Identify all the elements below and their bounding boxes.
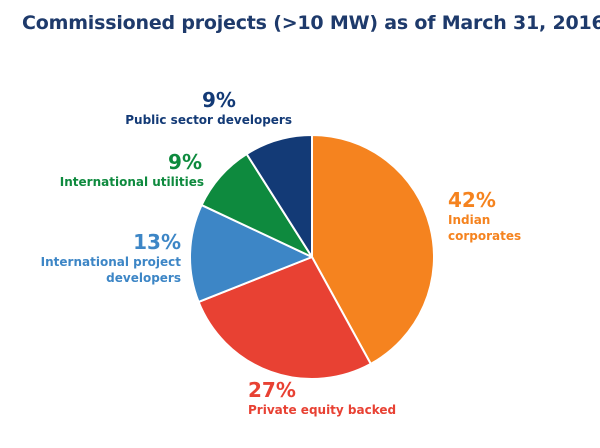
label-private-equity-backed: 27% Private equity backed <box>248 378 448 418</box>
label-international-utilities: 9% International utilities <box>40 150 204 190</box>
label-international-project-developers: 13% International project developers <box>20 230 181 286</box>
pie-slice-private-equity-backed <box>197 256 372 380</box>
pie-slice-public-sector-developers <box>245 134 313 258</box>
indian-corporates-percent: 42% <box>448 188 496 212</box>
label-indian-corporates: 42% Indian corporates <box>448 188 568 244</box>
private-equity-name: Private equity backed <box>248 403 397 417</box>
international-utilities-name: International utilities <box>59 175 204 189</box>
chart-title: Commissioned projects (>10 MW) as of Mar… <box>22 12 600 34</box>
private-equity-percent: 27% <box>248 378 296 402</box>
label-public-sector-developers: 9% Public sector developers <box>112 88 292 128</box>
pie-slice-international-project-developers <box>189 204 313 303</box>
international-project-developers-percent: 13% <box>133 230 181 254</box>
public-sector-name: Public sector developers <box>125 113 292 127</box>
indian-corporates-name-line2: corporates <box>448 229 522 243</box>
indian-corporates-name-line1: Indian <box>448 213 491 227</box>
international-project-developers-name-line1: International project <box>40 255 181 269</box>
public-sector-percent: 9% <box>202 88 236 112</box>
pie-slice-indian-corporates <box>311 134 435 365</box>
international-utilities-percent: 9% <box>168 150 202 174</box>
international-project-developers-name-line2: developers <box>106 271 181 285</box>
